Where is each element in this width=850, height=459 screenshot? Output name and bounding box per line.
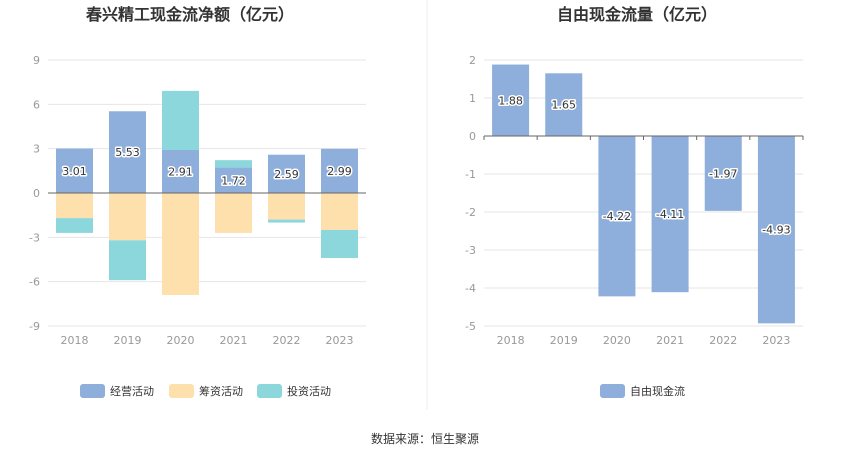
bar-segment (56, 218, 93, 233)
data-label: -1.97 (709, 167, 737, 180)
x-tick-label: 2023 (762, 334, 790, 347)
legend-label: 自由现金流 (630, 384, 685, 398)
x-tick-label: 2022 (709, 334, 737, 347)
x-tick-label: 2022 (273, 334, 301, 347)
bar (651, 136, 689, 293)
bar-segment (215, 160, 252, 168)
x-tick-label: 2020 (603, 334, 631, 347)
y-tick-label: -2 (465, 206, 476, 219)
bar-segment (321, 148, 358, 193)
legend-label: 投资活动 (287, 384, 331, 398)
bar-segment (109, 193, 146, 241)
bar (704, 136, 742, 211)
data-label: 1.88 (498, 94, 523, 107)
bar-segment (109, 240, 146, 281)
data-label: 1.72 (221, 174, 246, 187)
chart-title: 春兴精工现金流净额（亿元） (85, 5, 294, 24)
x-tick-label: 2020 (167, 334, 195, 347)
data-label: 2.91 (168, 165, 193, 178)
bar-segment (321, 193, 358, 230)
bar (492, 64, 530, 136)
y-tick-label: -1 (465, 168, 476, 181)
y-tick-label: -9 (29, 320, 40, 333)
free-cash-flow-chart: 自由现金流量（亿元） 2 1 0 -1 -2 -3 -4 -5 1.88 1.65 -4.22 -4.1… (465, 5, 804, 398)
legend-label: 经营活动 (110, 384, 154, 398)
x-tick-label: 2021 (220, 334, 248, 347)
bar-segment (268, 154, 305, 193)
y-tick-label: 0 (33, 187, 40, 200)
x-tick-label: 2021 (656, 334, 684, 347)
legend-swatch (80, 384, 105, 398)
bar-segment (268, 219, 305, 223)
data-label: 5.53 (115, 146, 140, 159)
bar-segment (215, 167, 252, 193)
data-label: 3.01 (62, 165, 87, 178)
chart-title: 自由现金流量（亿元） (557, 5, 717, 24)
data-label: 2.99 (327, 165, 352, 178)
y-tick-label: 2 (469, 54, 476, 67)
y-tick-label: -5 (465, 320, 476, 333)
bar (757, 136, 795, 324)
y-tick-label: 3 (33, 143, 40, 156)
bar-segment (109, 111, 146, 193)
bar-segment (56, 148, 93, 193)
x-tick-label: 2023 (326, 334, 354, 347)
bar-segment (162, 149, 199, 193)
legend-label: 筹资活动 (199, 384, 243, 398)
cash-flow-net-chart: 春兴精工现金流净额（亿元） 9 6 3 0 -3 -6 -9 3.01 5.53 2.91 1.72 2… (29, 5, 366, 398)
y-tick-label: 6 (33, 98, 40, 111)
data-label: 2.59 (274, 168, 299, 181)
data-label: -4.22 (603, 210, 631, 223)
data-label: -4.11 (656, 208, 684, 221)
bar (598, 136, 636, 297)
legend-swatch (169, 384, 194, 398)
data-source-note: 数据来源：恒生聚源 (371, 431, 479, 446)
bar-segment (215, 193, 252, 233)
y-tick-label: -3 (29, 231, 40, 244)
bar-segment (321, 229, 358, 259)
bar-segment (56, 193, 93, 219)
y-tick-label: -3 (465, 244, 476, 257)
data-label: -4.93 (762, 224, 790, 237)
y-tick-label: 9 (33, 54, 40, 67)
y-tick-label: 0 (469, 130, 476, 143)
data-label: 1.65 (552, 99, 577, 112)
bar-segment (268, 193, 305, 220)
x-tick-label: 2018 (61, 334, 89, 347)
x-tick-label: 2019 (550, 334, 578, 347)
x-tick-label: 2018 (497, 334, 525, 347)
y-tick-label: 1 (469, 92, 476, 105)
legend-swatch (257, 384, 282, 398)
legend-swatch (600, 384, 625, 398)
x-tick-label: 2019 (114, 334, 142, 347)
bar-segment (162, 193, 199, 295)
y-tick-label: -6 (29, 276, 40, 289)
bar-segment (162, 90, 199, 150)
bar (545, 73, 583, 136)
y-tick-label: -4 (465, 282, 476, 295)
